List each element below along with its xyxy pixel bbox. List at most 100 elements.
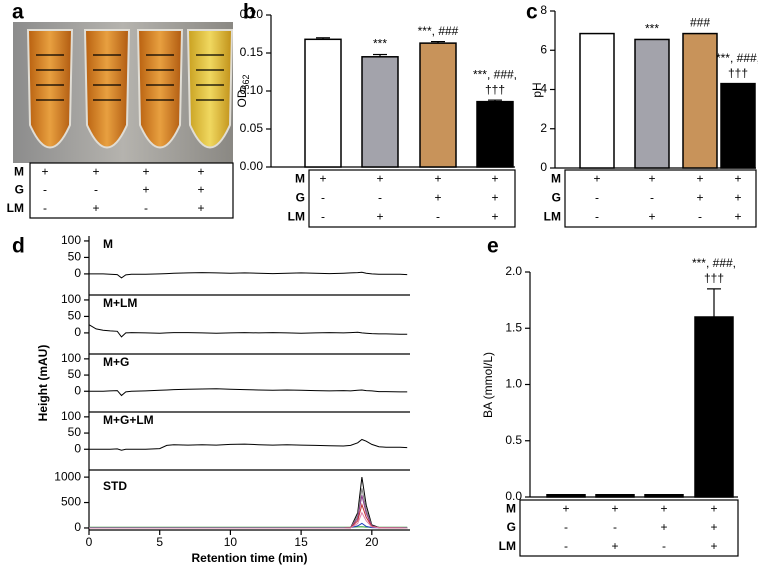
y-tick-label: 0.0 <box>505 489 522 503</box>
significance-label: ### <box>690 16 710 30</box>
x-tick-label: 10 <box>224 535 238 549</box>
y-tick-label: 0 <box>74 266 81 280</box>
y-axis-label-main: pH <box>530 82 544 97</box>
bar <box>419 42 457 168</box>
y-tick-label: 0 <box>540 160 547 174</box>
significance-label: *** <box>373 37 387 51</box>
trace <box>89 388 408 397</box>
condition-label: G <box>552 191 561 205</box>
condition-sign: - <box>595 210 599 224</box>
condition-sign: + <box>710 502 717 516</box>
condition-label: LM <box>499 539 516 553</box>
condition-sign: + <box>197 164 204 178</box>
subplot-label: M+G+LM <box>103 413 154 427</box>
y-tick-label: 50 <box>68 250 82 264</box>
condition-sign: - <box>613 520 617 534</box>
x-tick-label: 0 <box>86 535 93 549</box>
condition-sign: + <box>648 210 655 224</box>
error-bar <box>373 53 387 57</box>
condition-sign: + <box>660 502 667 516</box>
condition-sign: + <box>734 191 741 205</box>
error-bar <box>431 40 445 44</box>
bar <box>476 100 514 168</box>
condition-sign: - <box>564 539 568 553</box>
condition-sign: + <box>734 172 741 186</box>
y-tick-label: 6 <box>540 42 547 56</box>
significance-label: ***, ###, <box>692 256 736 270</box>
condition-sign: + <box>660 520 667 534</box>
condition-table <box>519 499 739 557</box>
significance-label: ***, ###, <box>473 67 517 81</box>
bar <box>361 56 399 168</box>
condition-sign: + <box>92 201 99 215</box>
y-tick-label: 0.10 <box>240 83 264 97</box>
bar <box>682 32 718 169</box>
y-axis-label: OD562 <box>235 74 251 107</box>
condition-table <box>308 169 516 228</box>
y-axis-label: pH <box>530 82 544 97</box>
condition-sign: - <box>564 520 568 534</box>
y-tick-label: 1.5 <box>505 320 522 334</box>
condition-label: LM <box>7 201 24 215</box>
condition-sign: + <box>376 172 383 186</box>
bar <box>579 32 615 169</box>
bar <box>595 494 635 498</box>
condition-sign: - <box>436 210 440 224</box>
y-tick-label: 100 <box>61 351 81 365</box>
x-tick-label: 5 <box>156 535 163 549</box>
y-tick-label: 500 <box>61 495 81 509</box>
error-bar <box>488 99 502 102</box>
y-tick-label: 8 <box>540 3 547 17</box>
bar <box>720 82 756 169</box>
y-axis-label: Height (mAU) <box>36 345 50 422</box>
x-axis-label: Retention time (min) <box>192 551 308 565</box>
condition-sign: - <box>321 210 325 224</box>
condition-sign: + <box>648 172 655 186</box>
significance-label: ***, ###, <box>716 51 758 65</box>
y-tick-label: 100 <box>61 292 81 306</box>
trace <box>89 438 408 451</box>
condition-sign: + <box>41 164 48 178</box>
y-tick-label: 0.5 <box>505 433 522 447</box>
condition-sign: - <box>94 183 98 197</box>
y-tick-label: 2 <box>540 121 547 135</box>
y-axis-label-main: BA (mmol/L) <box>481 352 495 418</box>
panel-label: e <box>487 235 499 258</box>
condition-sign: + <box>142 183 149 197</box>
bar <box>694 316 734 498</box>
error-bar <box>707 288 721 317</box>
y-tick-label: 1000 <box>54 469 81 483</box>
significance-label: *** <box>645 22 659 36</box>
subplot-label: STD <box>103 479 127 493</box>
condition-sign: + <box>319 172 326 186</box>
trace <box>89 511 408 529</box>
condition-sign: + <box>197 183 204 197</box>
condition-sign: + <box>376 210 383 224</box>
condition-label: M <box>551 172 561 186</box>
condition-sign: - <box>662 539 666 553</box>
y-tick-label: 50 <box>68 367 82 381</box>
y-tick-label: 50 <box>68 309 82 323</box>
condition-label: LM <box>288 210 305 224</box>
y-tick-label: 100 <box>61 409 81 423</box>
condition-label: G <box>507 520 516 534</box>
bar <box>634 38 670 169</box>
y-tick-label: 100 <box>61 233 81 247</box>
condition-table <box>29 162 234 219</box>
condition-sign: + <box>491 172 498 186</box>
condition-sign: + <box>197 201 204 215</box>
panel-label: c <box>526 1 538 24</box>
y-tick-label: 4 <box>540 82 547 96</box>
condition-sign: - <box>43 183 47 197</box>
condition-sign: + <box>142 164 149 178</box>
condition-label: LM <box>544 210 561 224</box>
subplot-label: M <box>103 237 113 251</box>
y-tick-label: 0.00 <box>240 159 264 173</box>
y-tick-label: 0 <box>74 383 81 397</box>
bar <box>644 494 684 498</box>
y-tick-label: 0 <box>74 441 81 455</box>
significance-label: ***, ### <box>418 24 459 38</box>
condition-sign: + <box>491 191 498 205</box>
y-tick-label: 0.15 <box>240 45 264 59</box>
